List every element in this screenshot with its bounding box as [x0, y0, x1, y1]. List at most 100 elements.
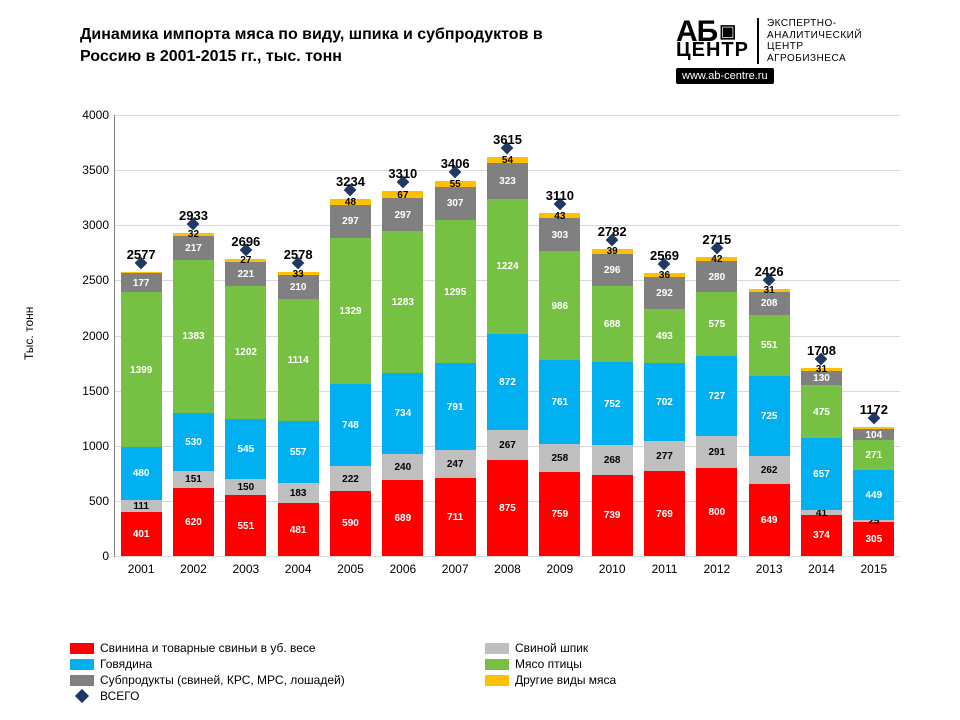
segment-pork	[225, 495, 266, 556]
segment-pork	[853, 522, 894, 556]
segment-poultry	[487, 199, 528, 334]
legend-item-poultry: Мясо птицы	[485, 656, 900, 672]
segment-fat	[539, 444, 580, 472]
logo-url: www.ab-centre.ru	[676, 68, 774, 84]
bar-2014: 37441657475130311708	[801, 115, 842, 556]
segment-other	[330, 199, 371, 204]
legend-item-beef: Говядина	[70, 656, 485, 672]
y-tick-label: 4000	[69, 108, 115, 122]
segment-other	[435, 181, 476, 187]
total-label: 2577	[121, 247, 162, 262]
bar-2002: 6201515301383217322933	[173, 115, 214, 556]
segment-byprod	[696, 261, 737, 292]
y-tick-label: 2000	[69, 329, 115, 343]
x-tick-label: 2004	[285, 556, 312, 576]
segment-byprod	[487, 163, 528, 199]
x-tick-label: 2008	[494, 556, 521, 576]
legend: Свинина и товарные свиньи в уб. весеСвин…	[70, 640, 900, 704]
bar-2008: 8752678721224323543615	[487, 115, 528, 556]
segment-poultry	[435, 220, 476, 363]
legend-item-other: Другие виды мяса	[485, 672, 900, 688]
segment-other	[382, 191, 423, 198]
segment-pork	[696, 468, 737, 556]
segment-fat	[696, 436, 737, 468]
bar-2012: 800291727575280422715	[696, 115, 737, 556]
y-tick-label: 3000	[69, 218, 115, 232]
segment-poultry	[278, 299, 319, 422]
legend-label: Мясо птицы	[515, 657, 582, 671]
legend-label: Говядина	[100, 657, 152, 671]
segment-beef	[592, 362, 633, 445]
segment-fat	[278, 483, 319, 503]
segment-other	[173, 233, 214, 237]
total-label: 3615	[487, 132, 528, 147]
segment-beef	[749, 376, 790, 456]
segment-other	[696, 257, 737, 262]
segment-pork	[592, 475, 633, 556]
legend-marker	[75, 689, 89, 703]
segment-poultry	[853, 440, 894, 470]
bar-2004: 4811835571114210332578	[278, 115, 319, 556]
segment-poultry	[749, 315, 790, 376]
bar-2006: 6892407341283297673310	[382, 115, 423, 556]
segment-beef	[801, 438, 842, 510]
segment-fat	[487, 430, 528, 459]
x-tick-label: 2001	[128, 556, 155, 576]
segment-fat	[173, 471, 214, 488]
segment-beef	[121, 447, 162, 500]
segment-beef	[487, 334, 528, 430]
segment-pork	[330, 491, 371, 556]
segment-beef	[382, 373, 423, 454]
legend-swatch	[70, 675, 94, 686]
segment-other	[225, 259, 266, 262]
x-tick-label: 2006	[389, 556, 416, 576]
bar-2011: 769277702493292362569	[644, 115, 685, 556]
y-tick-label: 500	[69, 494, 115, 508]
segment-pork	[487, 460, 528, 556]
segment-byprod	[121, 273, 162, 293]
segment-pork	[278, 503, 319, 556]
legend-item-byprod: Субпродукты (свиней, КРС, МРС, лошадей)	[70, 672, 485, 688]
total-label: 2578	[278, 247, 319, 262]
total-label: 2426	[749, 264, 790, 279]
segment-poultry	[173, 260, 214, 412]
segment-beef	[853, 470, 894, 520]
bar-2001: 40111148013991772577	[121, 115, 162, 556]
legend-item-total: ВСЕГО	[70, 688, 485, 704]
logo-block: АБ▣ ЦЕНТР ЭКСПЕРТНО- АНАЛИТИЧЕСКИЙ ЦЕНТР…	[676, 18, 936, 84]
segment-fat	[853, 520, 894, 523]
segment-pork	[435, 478, 476, 556]
segment-fat	[382, 454, 423, 480]
segment-other	[121, 272, 162, 273]
segment-poultry	[801, 385, 842, 437]
bar-2015: 305254492711041172	[853, 115, 894, 556]
segment-other	[592, 249, 633, 253]
segment-pork	[539, 472, 580, 556]
legend-label: Другие виды мяса	[515, 673, 616, 687]
x-tick-label: 2007	[442, 556, 469, 576]
segment-beef	[644, 363, 685, 440]
segment-beef	[539, 360, 580, 444]
legend-label: Свиной шпик	[515, 641, 588, 655]
total-label: 2715	[696, 232, 737, 247]
segment-beef	[435, 363, 476, 450]
total-label: 2569	[644, 248, 685, 263]
segment-poultry	[225, 286, 266, 419]
segment-byprod	[853, 429, 894, 440]
bar-2007: 7112477911295307553406	[435, 115, 476, 556]
segment-fat	[592, 445, 633, 475]
legend-swatch	[485, 659, 509, 670]
y-tick-label: 3500	[69, 163, 115, 177]
segment-beef	[225, 419, 266, 479]
segment-byprod	[225, 262, 266, 286]
segment-other	[853, 427, 894, 429]
chart-area: 0500100015002000250030003500400020014011…	[70, 115, 900, 605]
segment-fat	[225, 479, 266, 496]
segment-poultry	[592, 286, 633, 362]
legend-item-fat: Свиной шпик	[485, 640, 900, 656]
y-tick-label: 1500	[69, 384, 115, 398]
legend-label: ВСЕГО	[100, 689, 139, 703]
total-label: 1172	[853, 402, 894, 417]
segment-byprod	[749, 292, 790, 315]
total-label: 2782	[592, 224, 633, 239]
